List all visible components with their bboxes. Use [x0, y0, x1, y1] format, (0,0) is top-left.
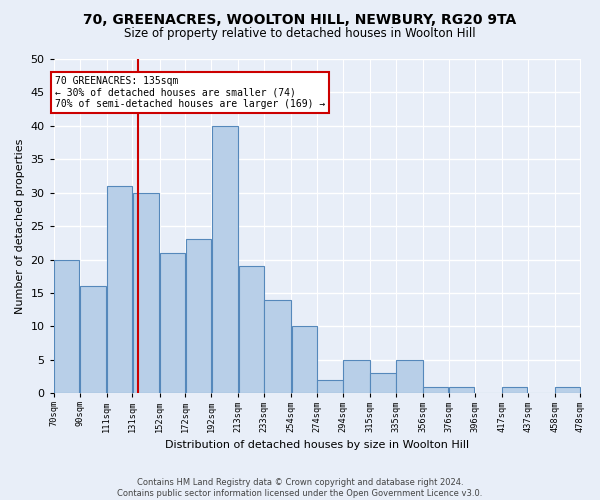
Text: Contains HM Land Registry data © Crown copyright and database right 2024.
Contai: Contains HM Land Registry data © Crown c…	[118, 478, 482, 498]
Text: 70, GREENACRES, WOOLTON HILL, NEWBURY, RG20 9TA: 70, GREENACRES, WOOLTON HILL, NEWBURY, R…	[83, 12, 517, 26]
Bar	[449, 386, 475, 393]
Bar	[292, 326, 317, 393]
Bar	[160, 253, 185, 393]
X-axis label: Distribution of detached houses by size in Woolton Hill: Distribution of detached houses by size …	[165, 440, 469, 450]
Bar	[133, 192, 159, 393]
Bar	[212, 126, 238, 393]
Bar	[186, 240, 211, 393]
Y-axis label: Number of detached properties: Number of detached properties	[15, 138, 25, 314]
Bar	[555, 386, 580, 393]
Bar	[424, 386, 448, 393]
Bar	[239, 266, 264, 393]
Bar	[54, 260, 79, 393]
Bar	[370, 373, 395, 393]
Bar	[343, 360, 370, 393]
Bar	[502, 386, 527, 393]
Bar	[107, 186, 132, 393]
Bar	[396, 360, 422, 393]
Bar	[317, 380, 343, 393]
Bar	[265, 300, 291, 393]
Bar	[80, 286, 106, 393]
Text: Size of property relative to detached houses in Woolton Hill: Size of property relative to detached ho…	[124, 28, 476, 40]
Text: 70 GREENACRES: 135sqm
← 30% of detached houses are smaller (74)
70% of semi-deta: 70 GREENACRES: 135sqm ← 30% of detached …	[55, 76, 325, 109]
